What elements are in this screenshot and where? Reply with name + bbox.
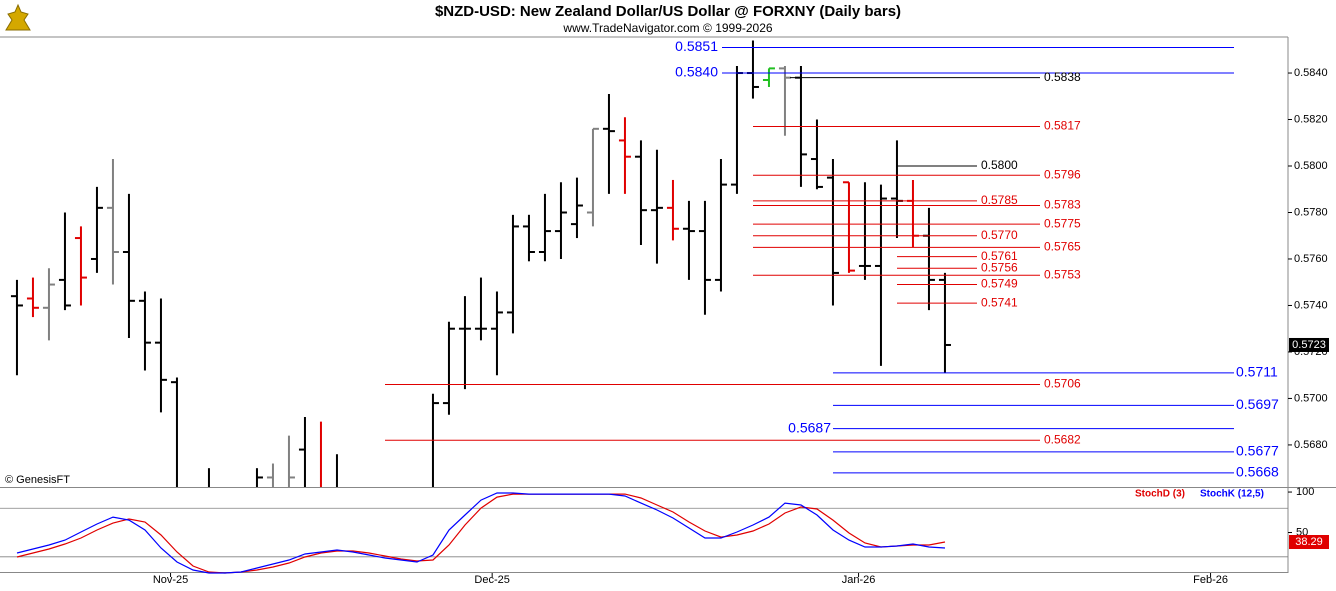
logo — [3, 3, 33, 33]
level-label: 0.5706 — [1044, 377, 1081, 391]
level-label: 0.5838 — [1044, 70, 1081, 84]
x-tick-label: Dec-25 — [474, 574, 509, 586]
legend-entry: StochD (3) — [1135, 489, 1185, 500]
level-label: 0.5711 — [1236, 364, 1278, 380]
level-label: 0.5817 — [1044, 119, 1081, 133]
level-label: 0.5753 — [1044, 267, 1081, 281]
level-label: 0.5761 — [981, 249, 1018, 263]
y-tick-label: 0.5760 — [1294, 253, 1328, 265]
chart-subtitle: www.TradeNavigator.com © 1999-2026 — [562, 21, 772, 35]
price-box-label: 0.5723 — [1292, 339, 1326, 351]
level-label: 0.5756 — [981, 260, 1018, 274]
y-tick-label: 0.5680 — [1294, 439, 1328, 451]
x-tick-label: Nov-25 — [153, 574, 188, 586]
level-label: 0.5687 — [788, 419, 831, 435]
y-tick-label: 0.5700 — [1294, 392, 1328, 404]
value-box-label: 38.29 — [1295, 536, 1323, 548]
chart-title: $NZD-USD: New Zealand Dollar/US Dollar @… — [435, 3, 901, 20]
level-label: 0.5677 — [1236, 443, 1279, 459]
y-tick-label: 0.5780 — [1294, 206, 1328, 218]
level-label: 0.5783 — [1044, 198, 1081, 212]
stoch-line — [16, 492, 946, 574]
level-label: 0.5765 — [1044, 240, 1081, 254]
level-label: 0.5741 — [981, 295, 1018, 309]
level-label: 0.5851 — [675, 38, 718, 54]
y-tick-label: 0.5820 — [1294, 113, 1328, 125]
legend-entry: StochK (12,5) — [1200, 489, 1264, 500]
level-label: 0.5770 — [981, 228, 1018, 242]
watermark: © GenesisFT — [5, 474, 70, 486]
x-tick-label: Feb-26 — [1193, 574, 1228, 586]
price-box — [1289, 337, 1329, 352]
level-label: 0.5800 — [981, 158, 1018, 172]
value-box — [1289, 535, 1329, 550]
level-label: 0.5697 — [1236, 396, 1279, 412]
x-tick-label: Jan-26 — [842, 574, 876, 586]
level-label: 0.5796 — [1044, 167, 1081, 181]
level-label: 0.5785 — [981, 193, 1018, 207]
y-tick-label: 0.5800 — [1294, 160, 1328, 172]
stoch-line — [16, 493, 946, 574]
level-label: 0.5775 — [1044, 216, 1081, 230]
y-tick-label: 0.5740 — [1294, 299, 1328, 311]
level-label: 0.5749 — [981, 277, 1018, 291]
y-tick-label: 0.5840 — [1294, 67, 1328, 79]
price-panel — [10, 40, 951, 487]
level-label: 0.5682 — [1044, 432, 1081, 446]
level-label: 0.5840 — [675, 64, 718, 80]
level-label: 0.5668 — [1236, 464, 1279, 480]
y-tick-label: 100 — [1296, 486, 1314, 498]
